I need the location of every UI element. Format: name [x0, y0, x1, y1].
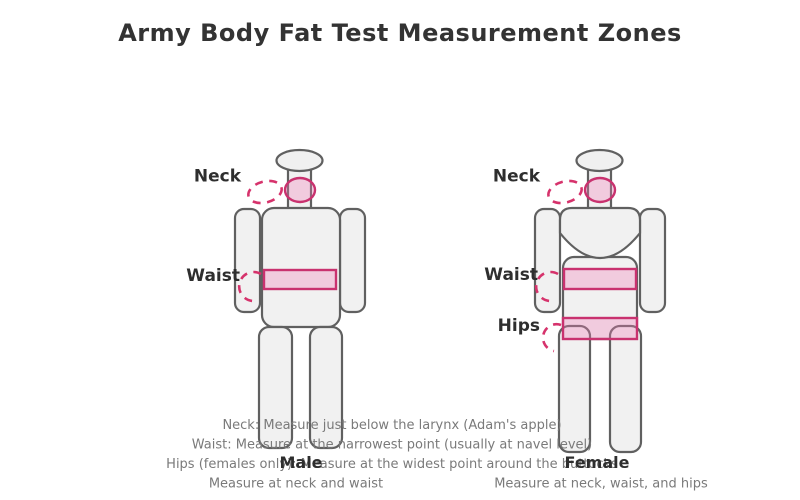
- male-waist-zone: [262, 268, 338, 291]
- female-name-label: Female: [565, 453, 630, 472]
- female-waist-zone: [562, 267, 638, 291]
- male-right-arm: [338, 207, 367, 314]
- female-neck-zone: [583, 176, 617, 204]
- male-left-arm: [233, 207, 262, 314]
- male-neck-zone: [283, 176, 317, 204]
- male-left-leg: [257, 325, 294, 450]
- female-head: [575, 148, 624, 173]
- caption-neck: Neck: Measure just below the larynx (Ada…: [222, 418, 561, 433]
- male-footnote: Measure at neck and waist: [209, 477, 383, 492]
- caption-waist: Waist: Measure at the narrowest point (u…: [192, 438, 592, 453]
- female-chest: [558, 206, 642, 259]
- male-figure: [233, 148, 367, 450]
- female-neck-dashed-arc: [547, 179, 583, 205]
- female-figure: [533, 148, 667, 454]
- male-name-label: Male: [279, 453, 322, 472]
- male-neck-dashed-arc: [247, 179, 283, 205]
- male-head: [275, 148, 324, 173]
- male-neck-label: Neck: [194, 167, 242, 187]
- male-torso: [260, 206, 342, 329]
- male-waist-dashed-arc: [237, 270, 262, 303]
- female-left-leg: [557, 324, 592, 454]
- female-waist-label: Waist: [484, 265, 538, 285]
- female-hips-dashed-arc: [541, 323, 562, 353]
- female-hips-label: Hips: [498, 316, 540, 336]
- page-title: Army Body Fat Test Measurement Zones: [118, 19, 682, 47]
- female-hips-zone: [561, 316, 639, 341]
- female-footnote: Measure at neck, waist, and hips: [494, 477, 708, 492]
- female-left-arm: [533, 207, 562, 314]
- male-right-leg: [308, 325, 344, 450]
- caption-hips: Hips (females only): Measure at the wide…: [166, 457, 618, 472]
- female-right-leg: [608, 324, 643, 454]
- female-waist-dashed-arc: [534, 270, 559, 303]
- female-right-arm: [638, 207, 667, 314]
- male-waist-label: Waist: [186, 266, 240, 286]
- female-neck-label: Neck: [493, 167, 541, 187]
